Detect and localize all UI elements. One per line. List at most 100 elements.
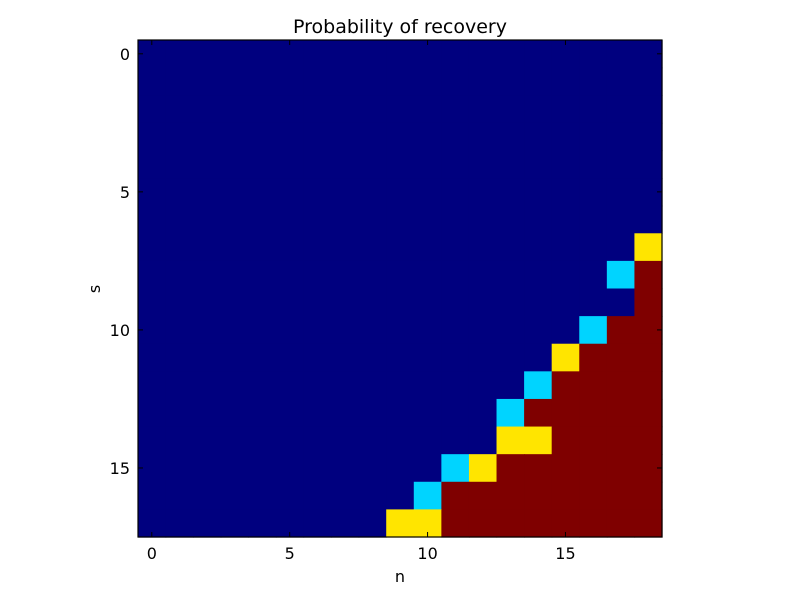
- heatmap-cell: [358, 371, 387, 400]
- heatmap-cell: [193, 316, 222, 345]
- heatmap-cell: [331, 398, 360, 428]
- heatmap-cell: [606, 343, 636, 372]
- x-tick-label: 10: [417, 544, 437, 563]
- heatmap-cell: [138, 343, 167, 372]
- heatmap-cell: [138, 67, 167, 96]
- heatmap-cell: [386, 371, 415, 400]
- heatmap-cell: [358, 454, 387, 483]
- heatmap-cell: [331, 316, 360, 345]
- heatmap-cell: [303, 150, 332, 179]
- heatmap-cell: [606, 454, 636, 483]
- heatmap-cell: [634, 122, 663, 152]
- heatmap-cell: [496, 454, 525, 483]
- heatmap-cell: [579, 67, 608, 96]
- heatmap-cell: [358, 288, 387, 317]
- heatmap-cell: [468, 316, 498, 345]
- heatmap-cell: [275, 178, 305, 207]
- heatmap-cell: [441, 178, 470, 207]
- heatmap-cell: [220, 481, 249, 510]
- heatmap-cell: [193, 371, 222, 400]
- heatmap-cell: [441, 371, 470, 400]
- heatmap-cell: [468, 260, 498, 290]
- heatmap-cell: [441, 67, 470, 96]
- heatmap-cell: [303, 260, 332, 290]
- heatmap-cell: [634, 95, 663, 124]
- heatmap-cell: [358, 67, 387, 96]
- heatmap-cell: [275, 205, 305, 234]
- heatmap-cell: [441, 233, 470, 262]
- heatmap-cell: [248, 316, 277, 345]
- heatmap-cell: [248, 205, 277, 234]
- heatmap-cell: [138, 205, 167, 234]
- heatmap-cell: [275, 454, 305, 483]
- heatmap-cell: [634, 205, 663, 234]
- heatmap-cell: [413, 398, 442, 428]
- heatmap-cell: [386, 426, 415, 455]
- heatmap-cell: [331, 288, 360, 317]
- heatmap-cell: [165, 40, 194, 69]
- heatmap-cell: [441, 260, 470, 290]
- heatmap-cell: [634, 371, 663, 400]
- heatmap-cell: [303, 40, 332, 69]
- heatmap-cell: [606, 260, 636, 290]
- heatmap-cell: [551, 150, 580, 179]
- heatmap-cell: [606, 288, 636, 317]
- heatmap-cell: [220, 454, 249, 483]
- heatmap-cell: [220, 316, 249, 345]
- heatmap-cell: [248, 454, 277, 483]
- heatmap-cell: [441, 122, 470, 152]
- heatmap-cell: [468, 233, 498, 262]
- heatmap-cell: [579, 40, 608, 69]
- heatmap-cell: [386, 509, 415, 538]
- heatmap-cell: [634, 426, 663, 455]
- heatmap-cell: [468, 40, 498, 69]
- heatmap-cell: [496, 426, 525, 455]
- heatmap-cell: [275, 150, 305, 179]
- heatmap-cell: [275, 343, 305, 372]
- heatmap-cell: [138, 481, 167, 510]
- heatmap-cell: [579, 288, 608, 317]
- heatmap-cell: [634, 398, 663, 428]
- heatmap-cell: [634, 509, 663, 538]
- heatmap-cell: [275, 288, 305, 317]
- heatmap-cell: [193, 122, 222, 152]
- heatmap-cell: [551, 260, 580, 290]
- heatmap-cell: [331, 95, 360, 124]
- heatmap-cell: [496, 481, 525, 510]
- heatmap-cell: [468, 122, 498, 152]
- heatmap-cell: [220, 260, 249, 290]
- plot-frame: [137, 39, 663, 538]
- heatmap-cell: [386, 95, 415, 124]
- heatmap-cell: [248, 509, 277, 538]
- heatmap-cell: [468, 288, 498, 317]
- heatmap-cell: [496, 288, 525, 317]
- heatmap-cell: [220, 150, 249, 179]
- heatmap-cell: [331, 67, 360, 96]
- heatmap-cell: [248, 398, 277, 428]
- heatmap-cell: [524, 40, 553, 69]
- heatmap-cell: [193, 454, 222, 483]
- heatmap-cell: [551, 316, 580, 345]
- heatmap-cell: [248, 150, 277, 179]
- heatmap-cell: [248, 40, 277, 69]
- heatmap-cell: [303, 454, 332, 483]
- heatmap-cell: [606, 178, 636, 207]
- heatmap-cell: [386, 205, 415, 234]
- heatmap-cell: [358, 426, 387, 455]
- heatmap-cell: [331, 40, 360, 69]
- heatmap-cell: [606, 205, 636, 234]
- heatmap-cell: [331, 509, 360, 538]
- heatmap-cell: [303, 481, 332, 510]
- heatmap-cell: [138, 150, 167, 179]
- heatmap-cell: [579, 205, 608, 234]
- y-tick-label: 15: [110, 459, 130, 478]
- y-tick-label: 5: [120, 183, 130, 202]
- heatmap-cell: [303, 122, 332, 152]
- heatmap-cell: [248, 67, 277, 96]
- heatmap-cell: [303, 67, 332, 96]
- heatmap-cell: [551, 398, 580, 428]
- heatmap-cell: [579, 509, 608, 538]
- heatmap-cell: [138, 260, 167, 290]
- heatmap-cell: [496, 40, 525, 69]
- heatmap-cell: [468, 481, 498, 510]
